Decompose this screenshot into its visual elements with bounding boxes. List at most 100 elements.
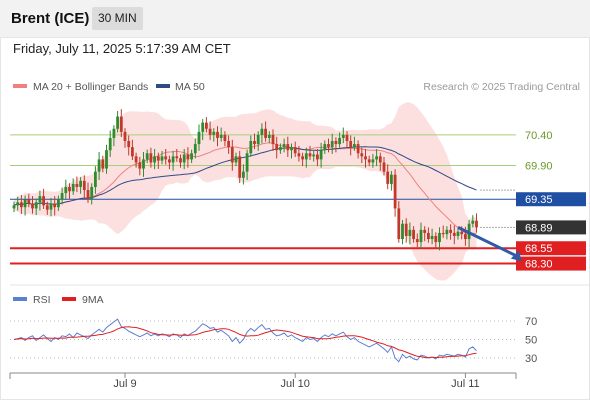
candle-body xyxy=(116,116,119,129)
ma50-legend-label: MA 50 xyxy=(175,81,205,93)
candle-body xyxy=(190,153,193,160)
candle-body xyxy=(57,199,60,208)
pivot-label-box xyxy=(516,192,586,207)
candle-body xyxy=(367,159,371,163)
candle-body xyxy=(356,144,360,154)
candle-body xyxy=(201,122,205,132)
candle-body xyxy=(27,199,31,204)
candle-body xyxy=(438,232,441,243)
candle-body xyxy=(64,186,68,194)
candle-body xyxy=(168,159,171,163)
candle-body xyxy=(230,147,234,163)
rsi-line xyxy=(13,318,477,363)
candle-body xyxy=(45,205,49,210)
candle-body xyxy=(71,183,75,192)
candle-body xyxy=(153,156,156,163)
candle-body xyxy=(49,203,53,210)
candle-body xyxy=(338,137,341,145)
candle-body xyxy=(445,229,449,235)
candle-body xyxy=(471,220,475,224)
candle-body xyxy=(60,193,64,200)
candle-body xyxy=(419,229,423,243)
support-label-box xyxy=(516,256,586,271)
candle-body xyxy=(364,156,367,160)
candle-body xyxy=(175,156,179,159)
candle-body xyxy=(142,159,145,169)
candle-body xyxy=(327,144,330,148)
candle-body xyxy=(452,232,456,236)
time-label: Jul 11 xyxy=(451,378,480,390)
candle-body xyxy=(341,134,345,138)
support-label-box xyxy=(516,241,586,256)
candle-body xyxy=(308,153,312,157)
candle-body xyxy=(86,190,90,200)
candle-body xyxy=(164,156,168,160)
candle-body xyxy=(16,202,20,206)
instrument-title: Brent (ICE) xyxy=(11,10,90,27)
ma20-legend-swatch xyxy=(13,84,27,88)
candle-body xyxy=(68,186,71,192)
candle-body xyxy=(208,128,212,135)
candle-body xyxy=(430,235,434,240)
candle-body xyxy=(127,141,131,148)
candle-body xyxy=(449,229,452,233)
bollinger-band xyxy=(14,102,477,281)
candle-body xyxy=(249,141,253,154)
ma20-legend-label: MA 20 + Bollinger Bands xyxy=(33,81,148,93)
rsi-ma-legend-swatch xyxy=(62,297,76,301)
timeframe-badge[interactable]: 30 MIN xyxy=(92,7,143,30)
candle-body xyxy=(286,144,290,151)
candle-body xyxy=(79,180,82,187)
rsi-legend-label: RSI xyxy=(33,294,51,306)
rsi-level-label: 50 xyxy=(525,335,537,347)
candle-body xyxy=(31,203,34,209)
candle-body xyxy=(134,156,138,163)
candle-body xyxy=(156,156,160,161)
candle-body xyxy=(349,141,353,148)
candle-body xyxy=(267,134,271,138)
candle-body xyxy=(90,186,94,200)
last-price-box xyxy=(516,220,586,235)
candle-body xyxy=(97,159,101,172)
candle-body xyxy=(123,131,127,142)
support-label: 68.30 xyxy=(525,259,553,271)
forecast-arrow-head xyxy=(510,250,522,262)
candle-body xyxy=(193,144,197,154)
forecast-arrow xyxy=(457,226,517,257)
candle-body xyxy=(401,223,404,240)
candle-body xyxy=(353,144,356,148)
candle-body xyxy=(360,153,364,157)
candle-body xyxy=(20,202,23,208)
candle-body xyxy=(149,153,153,163)
candle-body xyxy=(334,141,338,145)
candle-body xyxy=(290,147,293,151)
rsi-ma-line xyxy=(13,326,477,359)
candle-body xyxy=(271,134,275,145)
candle-body xyxy=(404,223,408,236)
candle-body xyxy=(119,116,123,132)
rsi-legend-swatch xyxy=(13,297,27,301)
candle-body xyxy=(319,150,323,160)
candle-body xyxy=(131,147,134,157)
candle-body xyxy=(238,156,242,178)
candle-body xyxy=(460,231,464,235)
candle-body xyxy=(371,159,375,163)
candle-body xyxy=(297,153,301,157)
candle-body xyxy=(101,159,105,169)
resistance-label: 69.90 xyxy=(525,161,553,173)
candle-body xyxy=(304,153,308,160)
candle-body xyxy=(219,134,223,138)
candle-body xyxy=(223,134,227,142)
candle-body xyxy=(386,171,390,184)
candle-body xyxy=(412,229,415,240)
candle-body xyxy=(345,134,349,142)
candle-body xyxy=(441,232,445,235)
rsi-level-label: 70 xyxy=(525,316,537,328)
candle-body xyxy=(275,144,279,151)
ma50-legend-swatch xyxy=(156,84,170,88)
timestamp: Friday, July 11, 2025 5:17:39 AM CET xyxy=(13,41,231,56)
candle-body xyxy=(12,205,16,209)
candle-body xyxy=(227,141,230,148)
candle-body xyxy=(253,141,256,145)
